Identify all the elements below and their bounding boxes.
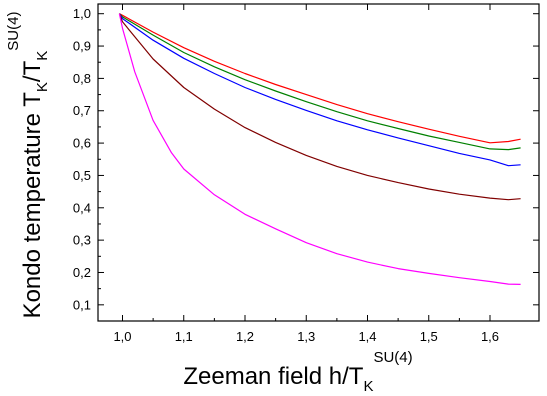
y-tick-label: 0,7: [73, 103, 91, 118]
x-tick-label: 1,6: [481, 329, 499, 344]
curves-group: [118, 13, 521, 285]
y-tick-label: 0,2: [73, 265, 91, 280]
y-tick-label: 0,3: [73, 233, 91, 248]
y-tick-label: 0,5: [73, 168, 91, 183]
x-tick-label: 1,3: [297, 329, 315, 344]
y-tick-label: 0,4: [73, 200, 91, 215]
series-line-1: [119, 13, 521, 144]
plot-frame: [97, 3, 540, 322]
series-line-2: [118, 13, 521, 151]
y-tick-label: 0,8: [73, 71, 91, 86]
x-tick-label: 1,1: [175, 329, 193, 344]
ticks-group: 1,0 1,1 1,2 1,3 1,4 1,5 1,6 0,1 0,2 0,3 0,4 0,5 0,6 0…: [73, 4, 539, 344]
x-tick-label: 1,2: [236, 329, 254, 344]
y-tick-label: 0,1: [73, 297, 91, 312]
series-line-5: [118, 13, 521, 285]
x-tick-label: 1,4: [358, 329, 376, 344]
y-tick-label: 1,0: [73, 6, 91, 21]
series-line-4: [118, 13, 521, 201]
y-tick-label: 0,9: [73, 39, 91, 54]
y-tick-label: 0,6: [73, 136, 91, 151]
y-axis-title: Kondo temperature TK/TKSU(4): [5, 12, 51, 319]
series-line-3: [118, 13, 521, 167]
x-tick-label: 1,0: [113, 329, 131, 344]
x-tick-label: 1,5: [420, 329, 438, 344]
x-axis-title: Zeeman field h/TKSU(4): [183, 349, 412, 395]
